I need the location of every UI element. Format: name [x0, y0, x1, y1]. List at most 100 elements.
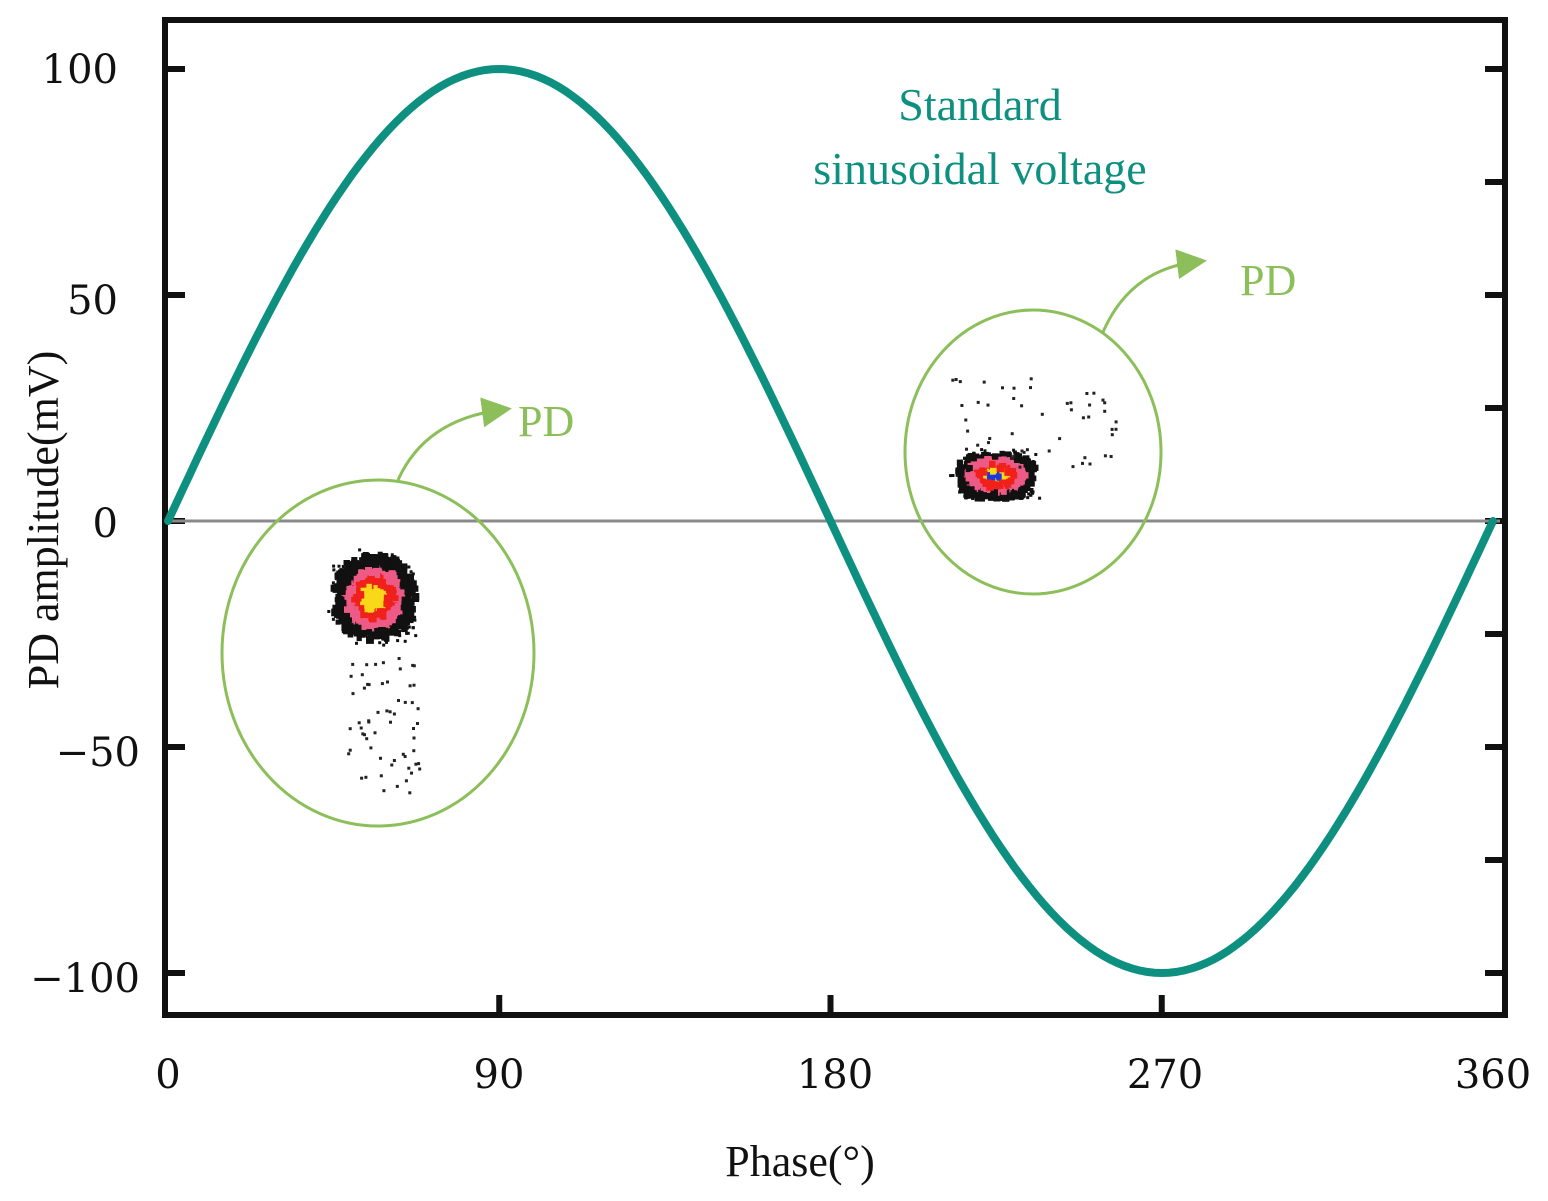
pd-scatter-point	[368, 570, 375, 576]
pd-scatter-point	[987, 441, 990, 445]
pd-scatter-point	[365, 557, 373, 564]
x-tick-label: 360	[1455, 1052, 1531, 1098]
pd-scatter-point	[1012, 448, 1016, 452]
pd-scatter-point	[351, 662, 355, 666]
pd-scatter-point	[1009, 470, 1016, 477]
pd-scatter-point	[1014, 462, 1021, 469]
pd-scatter-point	[973, 469, 982, 478]
pd-scatter-point	[396, 639, 400, 643]
pd-scatter-point	[1026, 469, 1035, 478]
pd-scatter-point	[996, 464, 1005, 473]
pd-scatter-point	[382, 643, 386, 647]
pd-scatter-point	[339, 568, 346, 575]
pd-scatter-point	[980, 483, 988, 491]
pd-scatter-point	[375, 580, 384, 589]
pd-scatter-point	[402, 620, 409, 627]
pd-scatter-point	[345, 590, 354, 598]
pd-scatter-point	[1031, 460, 1035, 464]
pd-scatter-point	[356, 629, 362, 636]
pd-scatter-point	[1017, 489, 1026, 498]
pd-scatter-point	[332, 568, 336, 572]
pd-scatter-point	[381, 633, 390, 641]
pd-scatter-point	[949, 474, 953, 478]
pd-scatter-point	[980, 478, 986, 484]
pd-scatter-point	[390, 575, 398, 583]
pd-scatter-point	[1023, 458, 1031, 467]
pd-scatter-point	[331, 581, 335, 585]
y-tick-label: −50	[56, 730, 140, 776]
pd-scatter-point	[1034, 453, 1038, 456]
pd-scatter-point	[333, 585, 341, 593]
pd-scatter-point	[412, 664, 416, 668]
pd-scatter-point	[956, 459, 963, 466]
pd-scatter-point	[340, 599, 347, 606]
pd-scatter-point	[390, 553, 394, 557]
pd-scatter-point	[359, 569, 368, 578]
standard-voltage-label-line1: Standard	[898, 79, 1062, 130]
pd-scatter-point	[1020, 449, 1024, 453]
pd-scatter-point	[369, 558, 377, 565]
pd-scatter-point	[347, 631, 354, 638]
pd-scatter-point	[963, 456, 967, 460]
pd-scatter-point	[388, 710, 392, 714]
pd-scatter-point	[1010, 462, 1016, 468]
pd-scatter-point	[334, 574, 341, 581]
pd-scatter-point	[414, 634, 418, 638]
pd-scatter-point	[386, 611, 393, 619]
pd-scatter-point	[967, 457, 973, 463]
pd-scatter-point	[964, 470, 971, 476]
pd-scatter-point	[981, 492, 987, 498]
pd-scatter-point	[350, 606, 359, 614]
pd-scatter-point	[1040, 412, 1044, 416]
pd-scatter-point	[361, 732, 365, 736]
pd-scatter-point	[381, 573, 388, 580]
pd-scatter-point	[408, 599, 415, 606]
pd-scatter-point	[1047, 449, 1051, 453]
pd-scatter-point	[360, 610, 368, 619]
pd-scatter-point	[359, 557, 367, 565]
pd-scatter-point	[965, 465, 973, 473]
pd-scatter-point	[1088, 403, 1092, 407]
pd-scatter-point	[362, 620, 371, 629]
pd-scatter-point	[1109, 455, 1113, 458]
pd-scatter-point	[1030, 491, 1034, 495]
x-tick-label: 0	[155, 1052, 180, 1098]
pd-scatter-point	[374, 662, 378, 666]
plot-border	[162, 17, 1508, 1018]
pd-scatter-point	[969, 472, 976, 479]
y-tick-label: −100	[30, 956, 140, 1002]
pd-scatter-point	[381, 556, 390, 565]
pd-scatter-point	[958, 380, 962, 384]
x-tick-label: 270	[1127, 1052, 1203, 1098]
pd-scatter-point	[377, 622, 383, 628]
pd-scatter-point	[412, 585, 419, 592]
pd-scatter-point	[357, 566, 363, 572]
pd-scatter-point	[1058, 437, 1062, 441]
pd-scatter-point	[370, 561, 379, 569]
pd-cluster-ellipse-right	[903, 308, 1163, 596]
pd-scatter-point	[375, 559, 382, 566]
pd-scatter-point	[360, 587, 368, 596]
pd-scatter-point	[1014, 456, 1021, 463]
pd-scatter-point	[369, 596, 375, 602]
pd-scatter-point	[379, 774, 383, 778]
pd-scatter-point	[407, 606, 413, 612]
axis-ticks	[165, 66, 1505, 1015]
pd-scatter-point	[396, 556, 400, 560]
pd-scatter-point	[1017, 477, 1025, 485]
pd-scatter-point	[958, 489, 962, 493]
pd-scatter-point	[1065, 401, 1069, 405]
pd-scatter-point	[980, 448, 984, 452]
pd-scatter-point	[1032, 464, 1039, 471]
pd-scatter-point	[345, 625, 351, 632]
pd-scatter-point	[400, 578, 408, 585]
pd-scatter-point	[368, 575, 375, 582]
pd-scatter-point	[1007, 464, 1015, 472]
pd-scatter-point	[393, 558, 400, 565]
pd-scatter-point	[378, 566, 386, 573]
pd-scatter-point	[340, 595, 347, 602]
pd-scatter-point	[1083, 456, 1087, 460]
pd-scatter-point	[351, 692, 355, 696]
pd-scatter-point	[366, 601, 373, 608]
pd-scatter-point	[397, 657, 401, 660]
